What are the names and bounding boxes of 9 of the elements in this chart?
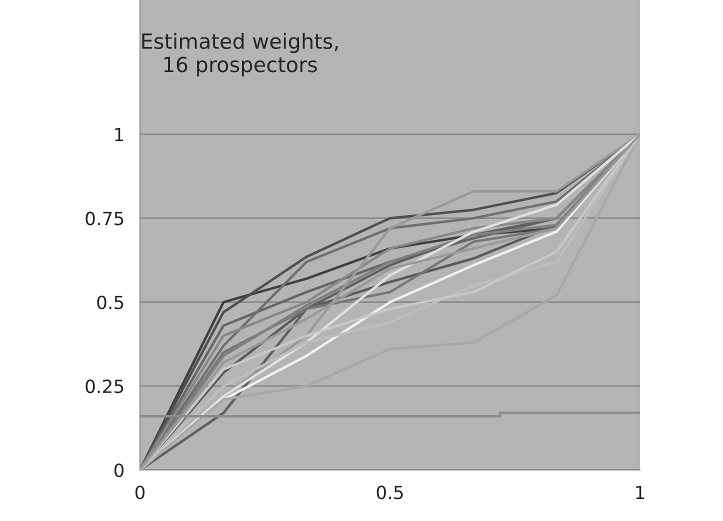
x-tick-label: 0 — [135, 486, 145, 500]
annotation: Estimated weights, 16 prospectors — [142, 32, 338, 76]
y-tick-label: 1 — [115, 128, 124, 142]
x-tick-label: 1 — [636, 486, 644, 499]
y-tick-label: 0.25 — [86, 380, 124, 394]
y-tick-label: 0.75 — [86, 212, 124, 226]
y-tick-label: 0.5 — [97, 296, 124, 310]
y-tick-label: 0 — [114, 463, 124, 478]
x-tick-label: 0.5 — [376, 486, 403, 500]
